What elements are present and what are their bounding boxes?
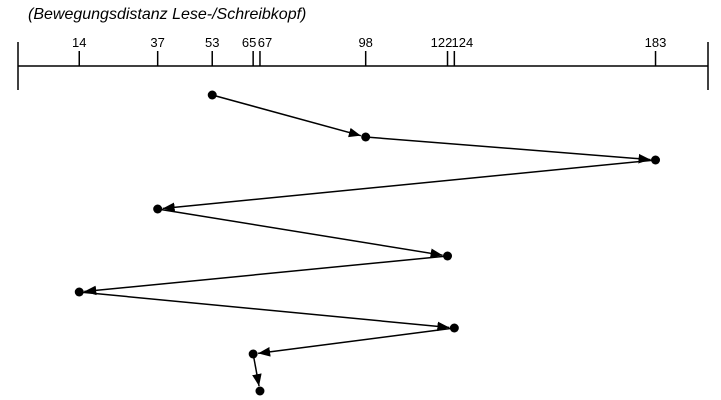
- axis-tick-label: 98: [358, 35, 372, 50]
- movement-arrow: [258, 327, 455, 357]
- axis-tick-label: 14: [72, 35, 86, 50]
- head-position-point: [153, 204, 163, 214]
- axis-tick-label: 122: [431, 35, 453, 50]
- head-position-point: [248, 349, 258, 359]
- axis-tick-label: 53: [205, 35, 219, 50]
- movement-arrow: [365, 136, 651, 164]
- head-position-point: [443, 251, 453, 261]
- head-position-point: [255, 386, 265, 396]
- movement-arrow: [252, 353, 262, 387]
- diagram-title: (Bewegungsdistanz Lese-/Schreibkopf): [28, 6, 306, 23]
- head-position-point: [207, 90, 217, 100]
- axis-tick-label: 37: [150, 35, 164, 50]
- movement-arrow: [79, 291, 450, 332]
- head-position-point: [74, 287, 84, 297]
- movement-arrow: [212, 94, 362, 138]
- movement-arrow: [162, 159, 656, 213]
- axis-tick-label: 124: [451, 35, 473, 50]
- movement-arrow: [157, 208, 443, 259]
- axis-tick-label: 65: [242, 35, 256, 50]
- axis-tick-label: 67: [258, 35, 272, 50]
- track-axis: 14 37 53 65 67 98 122 124 183: [17, 35, 709, 90]
- axis-tick-label: 183: [645, 35, 667, 50]
- head-position-point: [449, 323, 459, 333]
- head-path: [74, 90, 661, 396]
- head-position-point: [651, 155, 661, 165]
- head-position-point: [361, 132, 371, 142]
- movement-arrow: [84, 255, 448, 296]
